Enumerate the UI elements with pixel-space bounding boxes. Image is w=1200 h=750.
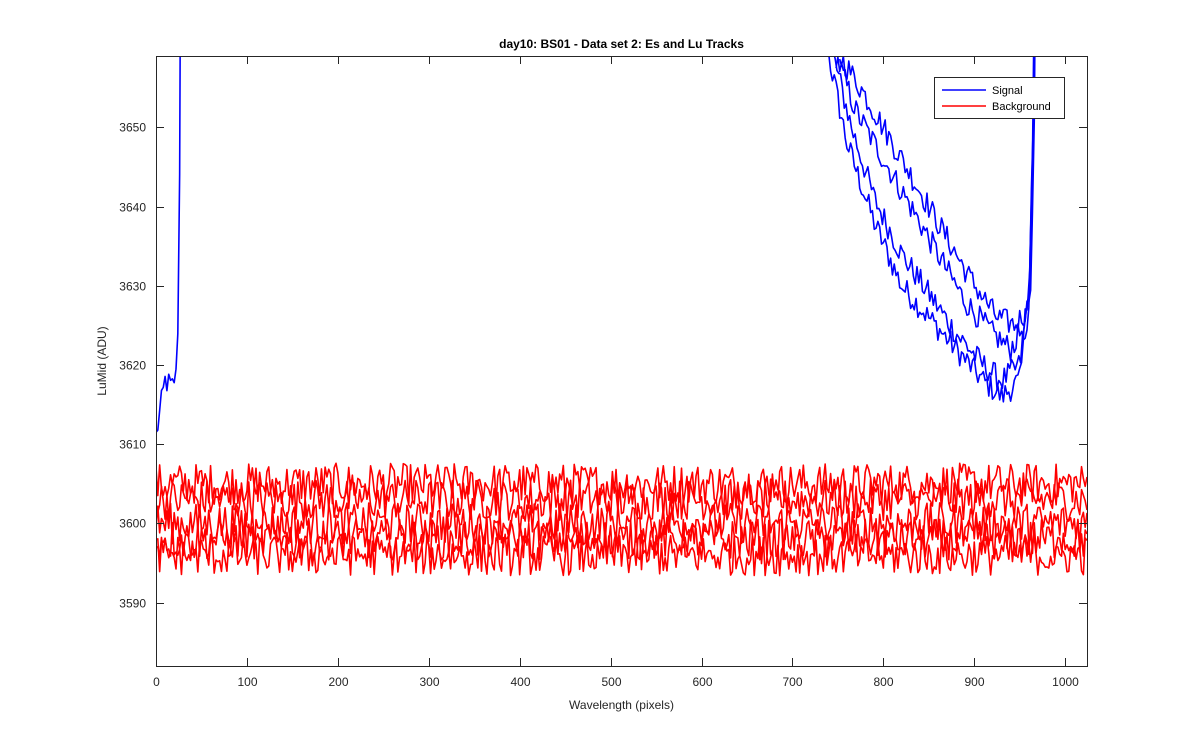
series-layer	[156, 56, 1087, 577]
legend-box	[934, 77, 1065, 119]
x-tick-label: 1000	[1052, 675, 1079, 689]
legend-label-signal: Signal	[992, 85, 1023, 97]
x-tick-label: 0	[153, 675, 160, 689]
x-tick-label: 900	[964, 675, 984, 689]
x-axis-label: Wavelength (pixels)	[569, 698, 674, 712]
y-tick-label: 3650	[119, 121, 146, 135]
x-tick-label: 200	[328, 675, 348, 689]
y-axis-label: LuMid (ADU)	[95, 326, 109, 395]
signal-series-line-3	[833, 56, 1035, 390]
x-axis: 0 100 200 300 400 500 600 700 800 900 1000	[153, 56, 1079, 689]
x-tick-label: 600	[692, 675, 712, 689]
y-tick-label: 3640	[119, 201, 146, 215]
signal-series-line-1	[156, 56, 181, 433]
background-series-line-6	[156, 462, 1087, 506]
chart-title: day10: BS01 - Data set 2: Es and Lu Trac…	[499, 37, 744, 51]
signal-series-line-4	[835, 56, 1036, 362]
legend-label-background: Background	[992, 101, 1051, 113]
y-tick-label: 3620	[119, 359, 146, 373]
y-axis: 3590 3600 3610 3620 3630 3640 3650	[119, 121, 1087, 611]
x-tick-label: 300	[419, 675, 439, 689]
y-tick-label: 3590	[119, 597, 146, 611]
legend: Signal Background	[934, 77, 1065, 119]
x-tick-label: 700	[782, 675, 802, 689]
x-tick-label: 100	[237, 675, 257, 689]
y-tick-label: 3630	[119, 280, 146, 294]
y-tick-label: 3610	[119, 438, 146, 452]
x-tick-label: 800	[873, 675, 893, 689]
background-series-line-10	[156, 533, 1087, 577]
x-tick-label: 400	[510, 675, 530, 689]
y-tick-label: 3600	[119, 517, 146, 531]
plot-area	[156, 56, 1087, 666]
x-tick-label: 500	[601, 675, 621, 689]
background-series-line-7	[156, 478, 1087, 521]
background-series-line-9	[156, 517, 1087, 561]
plot-frame	[156, 56, 1088, 667]
signal-series-line-5	[838, 56, 1036, 333]
